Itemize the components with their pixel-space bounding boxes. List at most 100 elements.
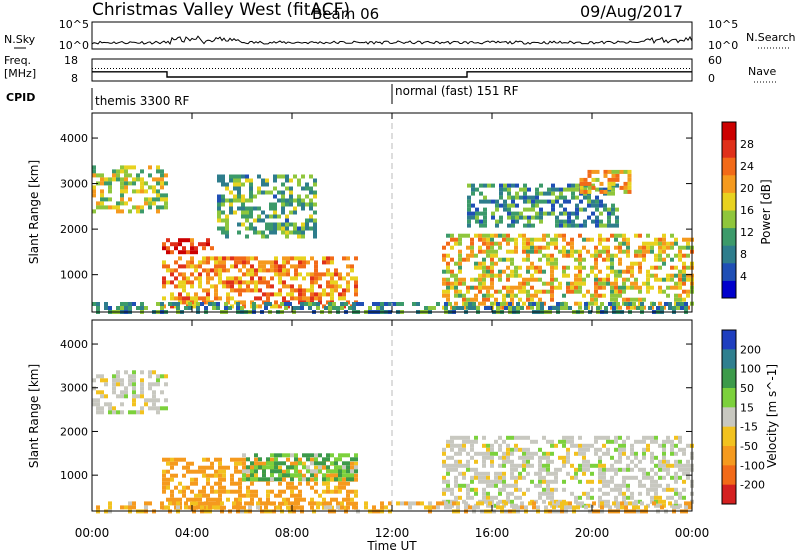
heatmap-cell [198,280,202,285]
heatmap-cell [526,281,530,286]
heatmap-cell [462,293,466,298]
heatmap-cell [552,306,556,310]
heatmap-cell [294,469,298,474]
heatmap-cell [514,463,518,468]
heatmap-cell [160,302,164,306]
heatmap-cell [632,501,636,506]
heatmap-cell [210,256,214,261]
heatmap-cell [514,265,518,270]
heatmap-cell [458,237,462,242]
heatmap-cell [342,453,346,458]
heatmap-cell [262,264,266,269]
colorbar-tick-label: 100 [740,363,761,376]
heatmap-cell [564,505,568,510]
heatmap-cell [566,455,570,460]
heatmap-cell [579,199,583,204]
heatmap-cell [246,457,250,462]
heatmap-cell [630,285,634,290]
heatmap-cell [230,284,234,289]
colorbar-swatch [722,446,736,466]
heatmap-cell [190,469,194,474]
heatmap-cell [590,237,594,242]
heatmap-cell [562,479,566,484]
heatmap-cell [654,237,658,242]
heatmap-cell [458,277,462,282]
heatmap-cell [610,293,614,298]
heatmap-cell [408,501,412,506]
heatmap-cell [498,479,502,484]
heatmap-cell [194,493,198,498]
heatmap-cell [524,505,528,510]
heatmap-cell [662,467,666,472]
heatmap-cell [332,302,336,306]
heatmap-cell [96,402,100,407]
heatmap-cell [554,277,558,282]
heatmap-cell [666,285,670,290]
heatmap-cell [551,211,555,216]
heatmap-cell [128,382,132,387]
heatmap-cell [466,435,470,440]
heatmap-cell [206,260,210,265]
heatmap-cell [342,473,346,478]
heatmap-cell [128,501,132,506]
x-axis-label: Time UT [366,539,417,553]
heatmap-cell [471,211,475,216]
heatmap-cell [170,242,174,247]
heatmap-cell [152,201,156,206]
heatmap-cell [330,453,334,458]
heatmap-cell [638,297,642,302]
heatmap-cell [510,261,514,266]
heatmap-cell [474,233,478,238]
heatmap-cell [162,246,166,251]
heatmap-cell [132,390,136,395]
heatmap-cell [630,269,634,274]
heatmap-cell [676,505,680,510]
colorbar-tick-label: 20 [740,182,754,195]
heatmap-cell [594,245,598,250]
heatmap-cell [202,246,206,251]
heatmap-cell [518,289,522,294]
heatmap-cell [466,245,470,250]
heatmap-cell [289,186,293,191]
heatmap-cell [186,461,190,466]
heatmap-cell [558,281,562,286]
heatmap-cell [486,479,490,484]
heatmap-cell [258,497,262,502]
heatmap-cell [222,268,226,273]
heatmap-cell [140,406,144,411]
heatmap-cell [494,495,498,500]
heatmap-cell [514,487,518,492]
heatmap-cell [674,297,678,302]
heatmap-cell [530,297,534,302]
heatmap-cell [550,237,554,242]
heatmap-cell [286,465,290,470]
heatmap-cell [614,293,618,298]
heatmap-cell [301,234,305,239]
heatmap-cell [507,223,511,228]
heatmap-cell [202,469,206,474]
heatmap-cell [232,505,236,510]
heatmap-cell [638,261,642,266]
heatmap-cell [293,210,297,215]
heatmap-cell [346,264,350,269]
heatmap-cell [206,280,210,285]
heatmap-cell [160,205,164,210]
heatmap-cell [160,185,164,190]
heatmap-cell [634,451,638,456]
heatmap-cell [470,277,474,282]
heatmap-cell [486,233,490,238]
heatmap-cell [611,191,615,196]
heatmap-cell [586,443,590,448]
heatmap-cell [598,249,602,254]
heatmap-cell [634,297,638,302]
heatmap-cell [654,257,658,262]
heatmap-cell [252,302,256,306]
heatmap-cell [221,210,225,215]
heatmap-cell [166,461,170,466]
heatmap-cell [550,253,554,258]
heatmap-cell [192,501,196,506]
heatmap-cell [281,182,285,187]
heatmap-cell [257,218,261,223]
heatmap-cell [140,410,144,415]
heatmap-cell [531,215,535,220]
